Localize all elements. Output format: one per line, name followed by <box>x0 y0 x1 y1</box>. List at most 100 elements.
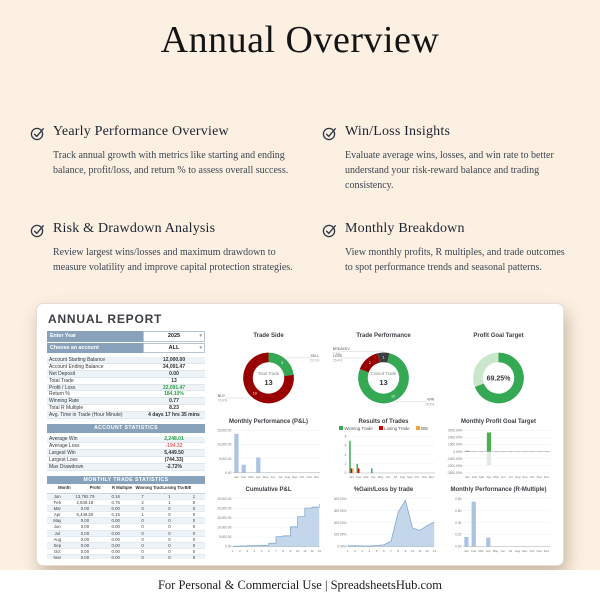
chart-monthly-r-multiple: Monthly Performance (R-Multiple) 0.80 0.6… <box>444 485 553 557</box>
feature-description: Evaluate average wins, losses, and win r… <box>345 150 554 191</box>
feature-yearly-performance: Yearly Performance Overview Track annual… <box>30 124 318 193</box>
cell-be: 0 <box>192 548 196 554</box>
statistic-row: Max Drawdown -2.72% <box>47 464 205 471</box>
summary-value: 12,000.00 <box>162 356 186 363</box>
svg-text:Closed Trade: Closed Trade <box>371 371 397 376</box>
feature-description: Review largest wins/losses and maximum d… <box>53 247 293 273</box>
svg-text:Oct: Oct <box>415 475 420 479</box>
cell-profit: 0.00 <box>80 530 90 536</box>
svg-text:15.4%: 15.4% <box>333 359 342 363</box>
chart-title: Trade Performance <box>356 333 411 339</box>
svg-text:0.20: 0.20 <box>455 533 461 537</box>
cell-winning-trade: 2 <box>141 500 144 506</box>
cell-month: Oct <box>53 548 61 554</box>
cell-winning-trade: 0 <box>141 524 144 530</box>
cell-month: Jan <box>53 494 61 500</box>
cell-losing-trade: 0 <box>168 554 171 559</box>
summary-label: Total Trade <box>49 377 74 384</box>
feature-title: Yearly Performance Overview <box>53 124 229 139</box>
svg-text:5,000.00: 5,000.00 <box>219 535 232 539</box>
column-header: R Multiple <box>112 486 133 491</box>
svg-text:Dec: Dec <box>429 475 435 479</box>
svg-text:7: 7 <box>275 549 277 553</box>
svg-text:200.00%: 200.00% <box>334 521 347 525</box>
cell-r-multiple: 0.16 <box>111 494 120 500</box>
svg-text:Feb: Feb <box>472 475 478 479</box>
filters: Enter Year 2025 Choose an account ALL <box>47 331 205 353</box>
svg-text:Aug: Aug <box>515 475 521 479</box>
svg-text:100.00%: 100.00% <box>334 533 347 537</box>
column-header: B/E <box>184 486 192 491</box>
cell-profit: 0.00 <box>80 548 90 554</box>
report-title: ANNUAL REPORT <box>48 312 163 326</box>
svg-text:May: May <box>493 475 499 479</box>
svg-text:Apr: Apr <box>371 475 376 479</box>
svg-text:Jan: Jan <box>465 475 470 479</box>
svg-text:3: 3 <box>281 361 283 365</box>
svg-text:0.00: 0.00 <box>455 545 461 549</box>
cell-month: Mar <box>53 506 61 512</box>
svg-text:Aug: Aug <box>400 475 406 479</box>
svg-text:11: 11 <box>303 549 306 553</box>
chart-title: Monthly Performance (R-Multiple) <box>450 487 547 493</box>
svg-text:76.9%: 76.9% <box>218 399 227 403</box>
svg-text:Feb: Feb <box>471 549 477 553</box>
cell-losing-trade: 0 <box>168 518 171 524</box>
summary-value: 13 <box>171 377 177 384</box>
summary-label: Net Deposit <box>49 370 76 377</box>
table-body: Jan 13,792.79 0.16 7 1 1 Feb 2,849.18 0.… <box>47 493 205 559</box>
table-row: Jan 13,792.79 0.16 7 1 1 <box>47 493 205 501</box>
feature-risk-drawdown: Risk & Drawdown Analysis Review largest … <box>30 221 318 275</box>
svg-text:3: 3 <box>361 549 363 553</box>
summary-value: 8.23 <box>169 405 179 412</box>
svg-text:0.80: 0.80 <box>455 497 461 501</box>
svg-text:Oct: Oct <box>530 475 535 479</box>
svg-text:Nov: Nov <box>422 475 428 479</box>
svg-text:10,000.00: 10,000.00 <box>217 526 231 530</box>
filter-value: 2025 <box>167 333 181 339</box>
svg-text:Apr: Apr <box>486 549 491 553</box>
summary-label: Account Starting Balance <box>49 356 106 363</box>
svg-text:0.00: 0.00 <box>225 471 231 475</box>
filter-dropdown[interactable]: 2025 <box>143 331 205 342</box>
svg-text:Jun: Jun <box>500 549 505 553</box>
feature-description: Track annual growth with metrics like st… <box>53 150 289 176</box>
svg-text:Sep: Sep <box>522 549 528 553</box>
summary-row: Total R Multiple 8.23 <box>47 405 205 413</box>
chart-gain-loss-by-trade: %Gain/Loss by trade 400.00% 300.00% 200.00… <box>329 485 438 557</box>
cell-losing-trade: 1 <box>168 494 171 500</box>
svg-text:Jul: Jul <box>509 475 513 479</box>
feature-title: Win/Loss Insights <box>345 124 451 139</box>
summary-value: 0.77 <box>169 398 179 405</box>
svg-text:Jan: Jan <box>349 475 354 479</box>
chart-cumulative-pl: Cumulative P&L 25,000.00 20,000.00 15,000.… <box>214 485 323 557</box>
statistic-row: Average Loss -194.32 <box>47 443 205 451</box>
cell-month: Apr <box>53 512 61 518</box>
cell-profit: 0.00 <box>80 524 90 530</box>
feature-title: Monthly Breakdown <box>345 221 465 236</box>
cell-be: 0 <box>192 506 196 512</box>
cell-losing-trade: 0 <box>168 512 171 518</box>
svg-text:10: 10 <box>296 549 300 553</box>
summary-label: Winning Rate <box>49 398 80 405</box>
cell-be: 0 <box>192 542 196 548</box>
cell-r-multiple: 0.00 <box>111 518 120 524</box>
chart-title: Monthly Performance (P&L) <box>228 419 308 425</box>
cell-losing-trade: 1 <box>168 500 171 506</box>
svg-text:9: 9 <box>290 549 292 553</box>
svg-text:23.1%: 23.1% <box>310 359 319 363</box>
svg-text:-2000.00%: -2000.00% <box>447 464 463 468</box>
filter-dropdown[interactable]: ALL <box>143 342 205 353</box>
statistic-row: Average Win 2,248.01 <box>47 436 205 444</box>
svg-text:300.00%: 300.00% <box>334 509 347 513</box>
svg-text:Dec: Dec <box>544 475 550 479</box>
cell-losing-trade: 0 <box>168 548 171 554</box>
svg-text:5: 5 <box>261 549 263 553</box>
chart-legend: Winning Trade Losing Trade B/E <box>329 426 438 431</box>
feature-win-loss: Win/Loss Insights Evaluate average wins,… <box>322 124 586 193</box>
svg-text:Mar: Mar <box>479 475 484 479</box>
dropdown-caret-icon <box>199 332 202 342</box>
filter-row: Choose an account ALL <box>47 342 205 353</box>
cell-profit: 0.00 <box>80 536 90 542</box>
